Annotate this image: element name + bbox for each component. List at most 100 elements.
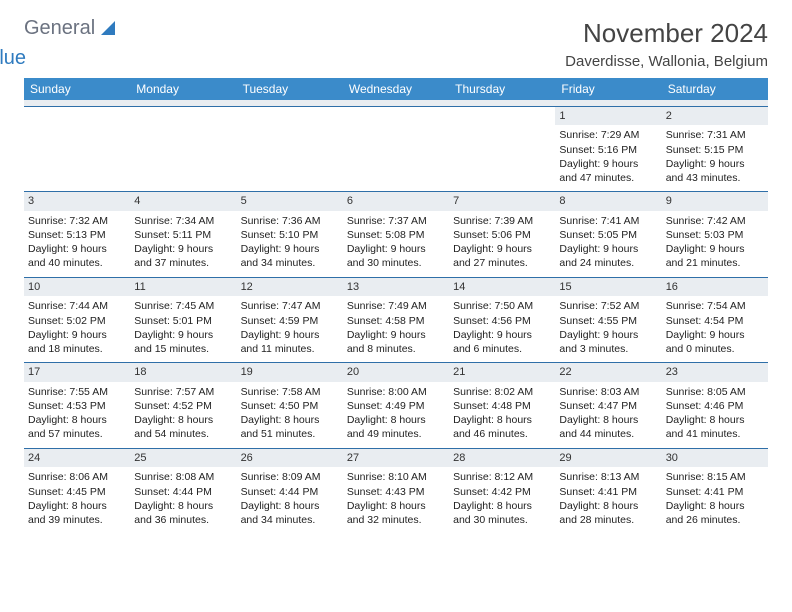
- day-number: 16: [662, 278, 768, 297]
- day-cell: 23Sunrise: 8:05 AMSunset: 4:46 PMDayligh…: [662, 363, 768, 449]
- day-cell: 9Sunrise: 7:42 AMSunset: 5:03 PMDaylight…: [662, 192, 768, 278]
- day-number: 17: [24, 363, 130, 382]
- month-title: November 2024: [565, 18, 768, 49]
- sunrise-text: Sunrise: 8:13 AM: [559, 470, 657, 484]
- daylight-text: Daylight: 9 hours and 30 minutes.: [347, 242, 445, 270]
- day-cell: 2Sunrise: 7:31 AMSunset: 5:15 PMDaylight…: [662, 106, 768, 192]
- day-number: 18: [130, 363, 236, 382]
- day-cell: 11Sunrise: 7:45 AMSunset: 5:01 PMDayligh…: [130, 277, 236, 363]
- day-header: Friday: [555, 78, 661, 100]
- daylight-text: Daylight: 9 hours and 27 minutes.: [453, 242, 551, 270]
- sunrise-text: Sunrise: 7:50 AM: [453, 299, 551, 313]
- daylight-text: Daylight: 9 hours and 0 minutes.: [666, 328, 764, 356]
- sunrise-text: Sunrise: 7:47 AM: [241, 299, 339, 313]
- sunrise-text: Sunrise: 7:57 AM: [134, 385, 232, 399]
- day-cell: [24, 106, 130, 192]
- day-header: Monday: [130, 78, 236, 100]
- day-cell: 7 Sunrise: 7:39 AMSunset: 5:06 PMDaylight…: [449, 192, 555, 278]
- sunrise-text: Sunrise: 8:15 AM: [666, 470, 764, 484]
- sunrise-text: Sunrise: 7:54 AM: [666, 299, 764, 313]
- sunset-text: Sunset: 4:43 PM: [347, 485, 445, 499]
- sunrise-text: Sunrise: 8:03 AM: [559, 385, 657, 399]
- sunset-text: Sunset: 4:53 PM: [28, 399, 126, 413]
- daylight-text: Daylight: 8 hours and 49 minutes.: [347, 413, 445, 441]
- sunrise-text: Sunrise: 7:49 AM: [347, 299, 445, 313]
- sunset-text: Sunset: 4:41 PM: [559, 485, 657, 499]
- sunset-text: Sunset: 5:10 PM: [241, 228, 339, 242]
- sunset-text: Sunset: 4:56 PM: [453, 314, 551, 328]
- daylight-text: Daylight: 8 hours and 51 minutes.: [241, 413, 339, 441]
- day-cell: 24Sunrise: 8:06 AMSunset: 4:45 PMDayligh…: [24, 448, 130, 533]
- day-number: 6: [343, 192, 449, 211]
- day-number: 21: [449, 363, 555, 382]
- day-number: 25: [130, 449, 236, 468]
- day-cell: 27Sunrise: 8:10 AMSunset: 4:43 PMDayligh…: [343, 448, 449, 533]
- daylight-text: Daylight: 9 hours and 11 minutes.: [241, 328, 339, 356]
- daylight-text: Daylight: 8 hours and 41 minutes.: [666, 413, 764, 441]
- sunrise-text: Sunrise: 7:44 AM: [28, 299, 126, 313]
- day-number: 26: [237, 449, 343, 468]
- logo-sail-icon: [101, 21, 115, 35]
- week-row: 24Sunrise: 8:06 AMSunset: 4:45 PMDayligh…: [24, 448, 768, 533]
- day-header: Saturday: [662, 78, 768, 100]
- day-number: 11: [130, 278, 236, 297]
- day-number: 28: [449, 449, 555, 468]
- sunrise-text: Sunrise: 7:55 AM: [28, 385, 126, 399]
- daylight-text: Daylight: 9 hours and 8 minutes.: [347, 328, 445, 356]
- day-cell: [449, 106, 555, 192]
- sunrise-text: Sunrise: 7:42 AM: [666, 214, 764, 228]
- daylight-text: Daylight: 8 hours and 36 minutes.: [134, 499, 232, 527]
- day-number: 19: [237, 363, 343, 382]
- day-cell: 22Sunrise: 8:03 AMSunset: 4:47 PMDayligh…: [555, 363, 661, 449]
- day-number: 22: [555, 363, 661, 382]
- sunset-text: Sunset: 4:50 PM: [241, 399, 339, 413]
- daylight-text: Daylight: 8 hours and 57 minutes.: [28, 413, 126, 441]
- sunrise-text: Sunrise: 8:05 AM: [666, 385, 764, 399]
- day-cell: 21Sunrise: 8:02 AMSunset: 4:48 PMDayligh…: [449, 363, 555, 449]
- daylight-text: Daylight: 9 hours and 15 minutes.: [134, 328, 232, 356]
- sunset-text: Sunset: 4:49 PM: [347, 399, 445, 413]
- sunrise-text: Sunrise: 7:39 AM: [453, 214, 551, 228]
- sunset-text: Sunset: 4:55 PM: [559, 314, 657, 328]
- sunset-text: Sunset: 5:06 PM: [453, 228, 551, 242]
- day-cell: 17 Sunrise: 7:55 AMSunset: 4:53 PMDayligh…: [24, 363, 130, 449]
- sunrise-text: Sunrise: 7:37 AM: [347, 214, 445, 228]
- day-number: 7: [449, 192, 555, 211]
- sunrise-text: Sunrise: 8:08 AM: [134, 470, 232, 484]
- day-number: 15: [555, 278, 661, 297]
- daylight-text: Daylight: 9 hours and 21 minutes.: [666, 242, 764, 270]
- day-cell: 18Sunrise: 7:57 AMSunset: 4:52 PMDayligh…: [130, 363, 236, 449]
- sunrise-text: Sunrise: 8:00 AM: [347, 385, 445, 399]
- logo: General Blue: [24, 18, 115, 58]
- daylight-text: Daylight: 8 hours and 46 minutes.: [453, 413, 551, 441]
- day-cell: 29Sunrise: 8:13 AMSunset: 4:41 PMDayligh…: [555, 448, 661, 533]
- day-cell: 14Sunrise: 7:50 AMSunset: 4:56 PMDayligh…: [449, 277, 555, 363]
- day-cell: 8Sunrise: 7:41 AMSunset: 5:05 PMDaylight…: [555, 192, 661, 278]
- sunrise-text: Sunrise: 8:10 AM: [347, 470, 445, 484]
- location-text: Daverdisse, Wallonia, Belgium: [565, 53, 768, 70]
- day-number: 20: [343, 363, 449, 382]
- daylight-text: Daylight: 9 hours and 43 minutes.: [666, 157, 764, 185]
- sunrise-text: Sunrise: 8:09 AM: [241, 470, 339, 484]
- sunrise-text: Sunrise: 7:36 AM: [241, 214, 339, 228]
- sunset-text: Sunset: 5:13 PM: [28, 228, 126, 242]
- day-cell: 19Sunrise: 7:58 AMSunset: 4:50 PMDayligh…: [237, 363, 343, 449]
- day-cell: 1Sunrise: 7:29 AMSunset: 5:16 PMDaylight…: [555, 106, 661, 192]
- day-cell: 6Sunrise: 7:37 AMSunset: 5:08 PMDaylight…: [343, 192, 449, 278]
- daylight-text: Daylight: 8 hours and 30 minutes.: [453, 499, 551, 527]
- day-cell: 12Sunrise: 7:47 AMSunset: 4:59 PMDayligh…: [237, 277, 343, 363]
- daylight-text: Daylight: 9 hours and 47 minutes.: [559, 157, 657, 185]
- sunrise-text: Sunrise: 7:34 AM: [134, 214, 232, 228]
- day-cell: 3Sunrise: 7:32 AMSunset: 5:13 PMDaylight…: [24, 192, 130, 278]
- day-number: 14: [449, 278, 555, 297]
- sunset-text: Sunset: 4:54 PM: [666, 314, 764, 328]
- sunset-text: Sunset: 5:01 PM: [134, 314, 232, 328]
- sunrise-text: Sunrise: 8:06 AM: [28, 470, 126, 484]
- day-cell: [130, 106, 236, 192]
- week-row: 17Sunrise: 7:55 AMSunset: 4:53 PMDayligh…: [24, 363, 768, 449]
- day-cell: 30Sunrise: 8:15 AMSunset: 4:41 PMDayligh…: [662, 448, 768, 533]
- sunset-text: Sunset: 4:46 PM: [666, 399, 764, 413]
- calendar-table: SundayMondayTuesdayWednesdayThursdayFrid…: [24, 78, 768, 533]
- day-header: Thursday: [449, 78, 555, 100]
- sunset-text: Sunset: 5:15 PM: [666, 143, 764, 157]
